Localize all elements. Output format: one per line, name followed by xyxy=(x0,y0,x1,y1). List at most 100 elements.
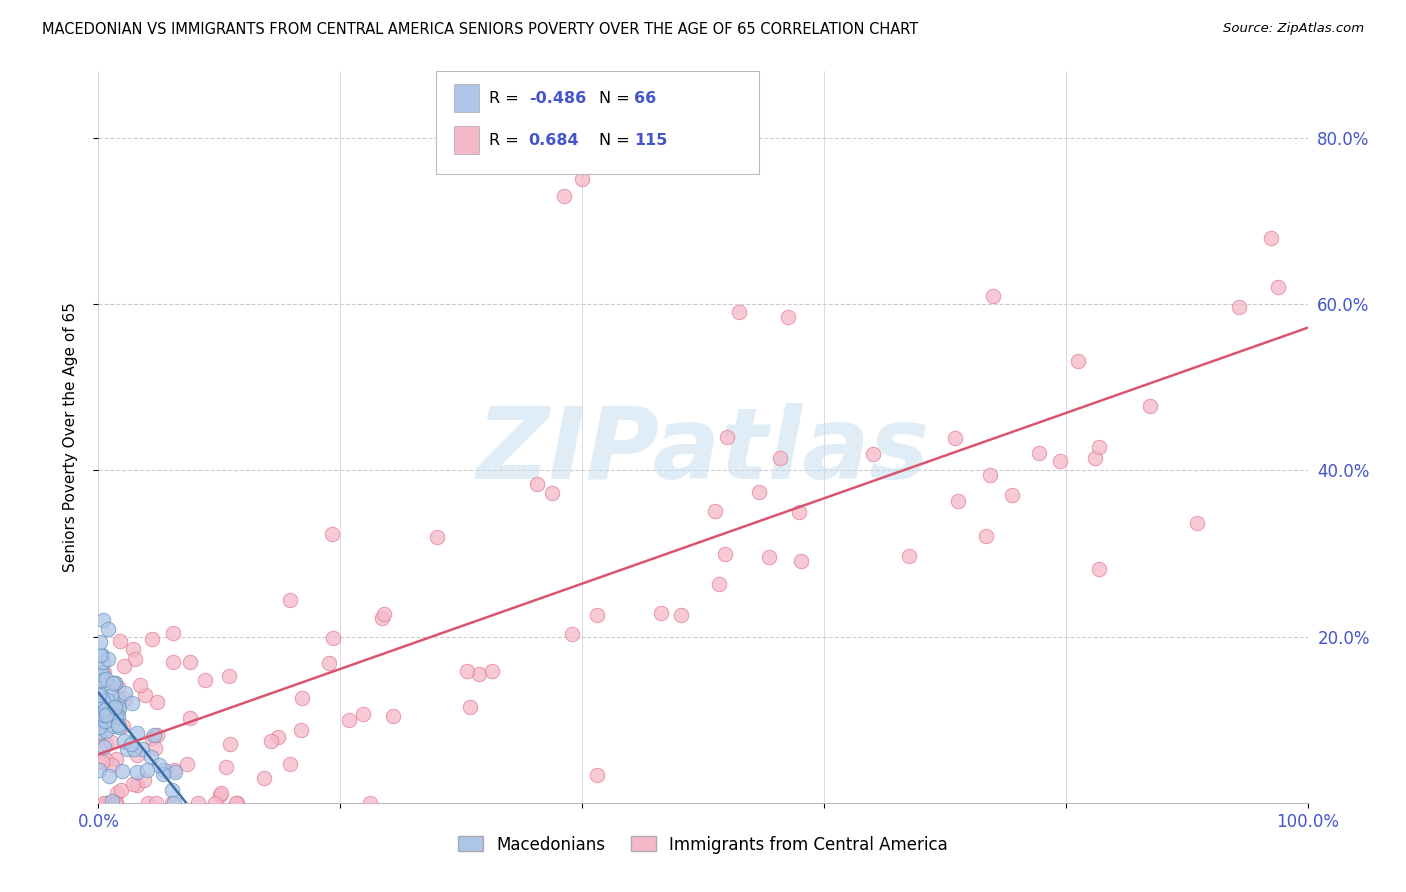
Point xyxy=(89,648,111,662)
Point xyxy=(136,796,159,810)
Point xyxy=(96,706,118,720)
Point xyxy=(112,659,135,673)
Point xyxy=(225,796,247,810)
Point xyxy=(104,710,127,724)
Point xyxy=(278,592,301,607)
Point xyxy=(541,485,564,500)
Text: N =: N = xyxy=(599,133,636,147)
Point xyxy=(105,786,128,800)
Point xyxy=(776,310,799,324)
Point xyxy=(98,796,121,810)
Point xyxy=(94,723,117,738)
Point xyxy=(152,766,174,780)
Point xyxy=(90,714,112,729)
Point xyxy=(114,691,136,706)
Point xyxy=(163,765,186,780)
Point xyxy=(162,763,184,777)
Point xyxy=(586,608,609,623)
Point xyxy=(104,700,127,714)
Point xyxy=(758,550,780,565)
Point xyxy=(125,778,148,792)
Point xyxy=(253,772,276,786)
Text: ZIPatlas: ZIPatlas xyxy=(477,403,929,500)
Point xyxy=(141,632,163,646)
Point xyxy=(426,530,449,544)
Point xyxy=(107,720,129,734)
Point xyxy=(107,692,129,706)
Point xyxy=(862,447,884,461)
Point xyxy=(89,720,111,734)
Point xyxy=(100,690,122,704)
Point xyxy=(371,611,394,625)
Point xyxy=(561,627,583,641)
Point xyxy=(103,700,125,714)
Text: -0.486: -0.486 xyxy=(529,91,586,105)
Point xyxy=(713,548,735,562)
Point xyxy=(94,703,117,717)
Point xyxy=(91,688,114,702)
Point xyxy=(194,673,217,687)
Point xyxy=(359,796,381,810)
Point xyxy=(90,687,112,701)
Text: 0.684: 0.684 xyxy=(529,133,579,147)
Point xyxy=(104,676,127,690)
Legend: Macedonians, Immigrants from Central America: Macedonians, Immigrants from Central Ame… xyxy=(451,829,955,860)
Point xyxy=(94,708,117,723)
Point xyxy=(107,718,129,732)
Point xyxy=(898,549,921,563)
Point xyxy=(104,796,127,810)
Point xyxy=(96,693,118,707)
Point xyxy=(100,694,122,708)
Point xyxy=(121,641,143,656)
Point xyxy=(89,689,111,703)
Point xyxy=(748,484,770,499)
Point xyxy=(91,697,114,711)
Point xyxy=(87,697,110,711)
Point xyxy=(127,764,149,779)
Y-axis label: Seniors Poverty Over the Age of 65: Seniors Poverty Over the Age of 65 xyxy=(63,302,77,572)
Point xyxy=(89,763,111,777)
Point xyxy=(103,719,125,733)
Point xyxy=(108,701,131,715)
Text: 115: 115 xyxy=(634,133,668,147)
Point xyxy=(1067,353,1090,368)
Point xyxy=(97,652,120,666)
Point xyxy=(1227,300,1250,314)
Point xyxy=(526,477,548,491)
Point xyxy=(266,730,288,744)
Point xyxy=(115,742,138,756)
Point xyxy=(94,714,117,729)
Point xyxy=(671,607,693,622)
Point xyxy=(114,686,136,700)
Point xyxy=(209,788,232,802)
Point xyxy=(120,737,142,751)
Point xyxy=(87,727,110,741)
Point xyxy=(89,725,111,739)
Point xyxy=(179,655,201,669)
Point xyxy=(160,783,183,797)
Point xyxy=(352,707,374,722)
Point xyxy=(107,709,129,723)
Point xyxy=(110,782,132,797)
Point xyxy=(1028,446,1050,460)
Point xyxy=(94,753,117,767)
Point xyxy=(322,631,344,645)
Point xyxy=(136,763,159,777)
Point xyxy=(553,189,575,203)
Point xyxy=(219,737,242,751)
Point xyxy=(481,664,503,678)
Point xyxy=(134,688,156,702)
Point xyxy=(100,758,122,772)
Point xyxy=(111,764,134,779)
Point xyxy=(128,678,150,692)
Point xyxy=(290,723,312,737)
Point xyxy=(1049,454,1071,468)
Point xyxy=(176,757,198,772)
Point xyxy=(209,786,232,800)
Point xyxy=(90,648,112,662)
Point xyxy=(87,712,110,726)
Point xyxy=(104,751,127,765)
Point xyxy=(96,705,118,719)
Point xyxy=(93,796,115,810)
Point xyxy=(943,431,966,445)
